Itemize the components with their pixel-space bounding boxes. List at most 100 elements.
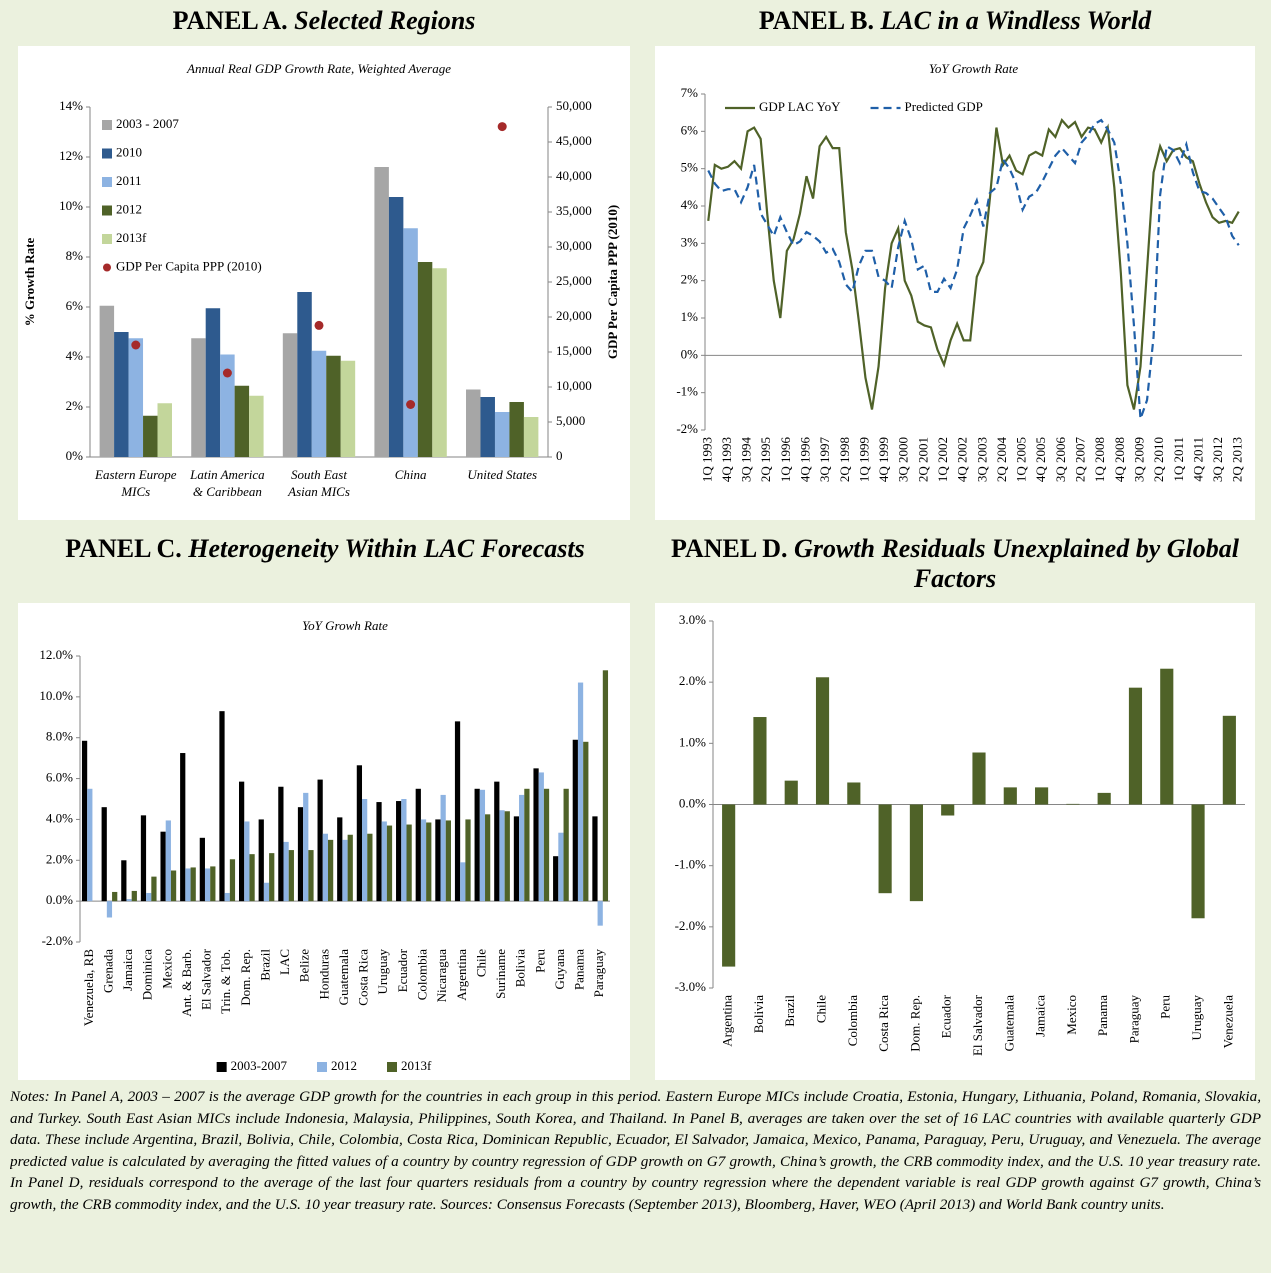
y-tick-label: 8.0% bbox=[46, 729, 73, 744]
y-tick-label: 2% bbox=[681, 272, 699, 287]
y-tick-label: 12% bbox=[59, 148, 83, 163]
y-tick-label: 2.0% bbox=[679, 673, 706, 688]
bar bbox=[376, 802, 382, 902]
bar bbox=[602, 670, 609, 902]
bar bbox=[396, 801, 402, 902]
bar bbox=[269, 853, 275, 902]
legend-label: 2011 bbox=[116, 173, 142, 188]
panel-label: PANEL D. bbox=[671, 534, 788, 563]
legend-label: GDP LAC YoY bbox=[759, 99, 841, 114]
bar bbox=[538, 772, 544, 902]
x-tick-label: Eastern Europe bbox=[94, 467, 177, 482]
bar bbox=[784, 780, 798, 805]
bar bbox=[563, 788, 569, 902]
x-tick-label: Nicaragua bbox=[434, 949, 449, 1003]
bar bbox=[326, 355, 341, 457]
y2-tick-label: 40,000 bbox=[556, 168, 592, 183]
bar bbox=[81, 740, 88, 902]
bar bbox=[480, 397, 495, 457]
y-tick-label: 1.0% bbox=[679, 734, 706, 749]
bar bbox=[288, 850, 294, 902]
bar bbox=[388, 197, 404, 457]
y-tick-label: 4% bbox=[681, 197, 699, 212]
x-tick-label: Belize bbox=[297, 949, 312, 982]
bar bbox=[308, 850, 314, 902]
x-tick-label: Suriname bbox=[493, 949, 508, 999]
bar bbox=[722, 804, 736, 967]
bar bbox=[417, 262, 433, 457]
bar bbox=[157, 403, 172, 457]
bar bbox=[753, 717, 767, 805]
x-tick-label: Peru bbox=[1158, 995, 1173, 1019]
chart-box: YoY Growh Rate -2.0% 0.0% 2.0% 4.0% 6.0% 8.0% 1… bbox=[18, 603, 630, 1080]
bar bbox=[249, 395, 264, 457]
x-tick-label: Colombia bbox=[845, 995, 860, 1047]
bar bbox=[337, 817, 343, 902]
x-tick-label: Argentina bbox=[454, 949, 469, 1001]
y-tick-label: 0% bbox=[66, 448, 84, 463]
x-tick-label: 2Q 2004 bbox=[994, 437, 1009, 483]
y-tick-label: 8% bbox=[66, 248, 84, 263]
x-tick-label: MICs bbox=[120, 484, 150, 499]
bar bbox=[234, 385, 250, 457]
bar bbox=[128, 338, 144, 457]
x-tick-label: Brazil bbox=[782, 995, 797, 1027]
chart: -3.0% -2.0% -1.0% 0.0% 1.0% 2.0% 3.0% Argentina… bbox=[675, 612, 1245, 1056]
y2-tick-label: 5,000 bbox=[556, 413, 585, 428]
bar bbox=[494, 781, 500, 902]
bar bbox=[151, 876, 157, 902]
y-tick-label: 14% bbox=[59, 98, 83, 113]
bar bbox=[465, 819, 471, 902]
y-tick-label: 10% bbox=[59, 198, 83, 213]
bar bbox=[592, 816, 598, 902]
bar bbox=[297, 807, 304, 902]
x-tick-label: Guatemala bbox=[1001, 995, 1016, 1052]
bar bbox=[283, 841, 289, 902]
bar bbox=[297, 292, 312, 457]
y-tick-label: -1% bbox=[676, 384, 698, 399]
bar bbox=[878, 804, 892, 894]
x-tick-label: Paraguay bbox=[1126, 995, 1141, 1044]
x-tick-label: 4Q 1999 bbox=[876, 437, 891, 482]
x-tick-label: Bolivia bbox=[513, 949, 528, 988]
bar bbox=[485, 814, 491, 902]
x-tick-label: Panama bbox=[1095, 995, 1110, 1036]
x-tick-label: Bolivia bbox=[751, 995, 766, 1034]
bar bbox=[160, 831, 166, 902]
legend-label: 2012 bbox=[116, 201, 142, 216]
bar bbox=[258, 819, 264, 902]
bar bbox=[454, 721, 461, 902]
bar bbox=[426, 822, 432, 902]
x-tick-label: Venezuela bbox=[1220, 995, 1235, 1049]
bar bbox=[191, 338, 206, 457]
x-tick-label: Asian MICs bbox=[287, 484, 350, 499]
bar bbox=[199, 837, 205, 902]
bar bbox=[210, 866, 216, 902]
y2-tick-label: 30,000 bbox=[556, 238, 592, 253]
legend-label: Predicted GDP bbox=[905, 99, 983, 114]
chart-box: -3.0% -2.0% -1.0% 0.0% 1.0% 2.0% 3.0% Argentina… bbox=[655, 603, 1255, 1080]
legend: 2003-2007 2012 2013f bbox=[216, 1058, 432, 1073]
bar bbox=[432, 268, 447, 457]
bar bbox=[219, 711, 225, 902]
bar bbox=[356, 765, 363, 902]
bar bbox=[558, 832, 564, 902]
bar bbox=[101, 807, 107, 902]
bar bbox=[114, 332, 129, 457]
x-tick-label: 1Q 1999 bbox=[856, 437, 871, 482]
bar bbox=[1035, 787, 1049, 805]
bar bbox=[1003, 787, 1017, 805]
legend-label: GDP Per Capita PPP (2010) bbox=[116, 258, 262, 273]
chart: Annual Real GDP Growth Rate, Weighted Av… bbox=[22, 61, 620, 499]
title: LAC in a Windless World bbox=[880, 6, 1152, 35]
chart-box: Annual Real GDP Growth Rate, Weighted Av… bbox=[18, 46, 630, 520]
bar bbox=[1097, 792, 1111, 805]
x-tick-label: Dom. Rep. bbox=[907, 995, 922, 1052]
x-tick-label: Guatemala bbox=[336, 949, 351, 1006]
y-axis-label: % Growth Rate bbox=[22, 237, 37, 326]
bar bbox=[367, 833, 373, 902]
bar bbox=[494, 412, 510, 457]
x-tick-label: 4Q 2005 bbox=[1033, 437, 1048, 482]
line bbox=[707, 118, 1240, 410]
